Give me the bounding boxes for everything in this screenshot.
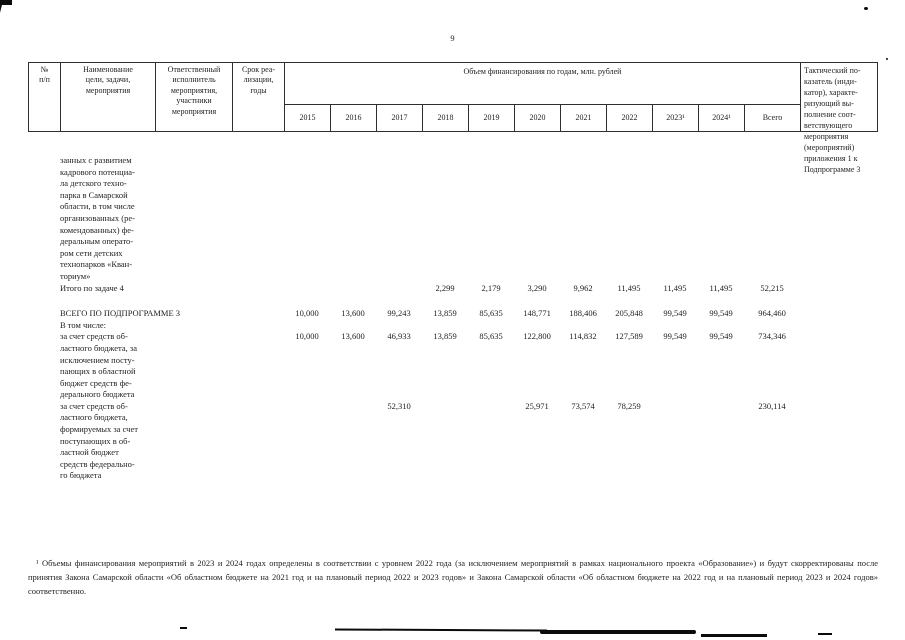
- header-cell-number: № п/п: [29, 63, 61, 131]
- value-cell: 99,243: [387, 308, 411, 319]
- header-cell-indicator: Тактический по- казатель (инди- катор), …: [804, 66, 861, 174]
- year-columns: 2015 2016 2017 2018 2019 2020 2021 2022 2023¹ 202…: [285, 105, 800, 131]
- value-cell: 205,848: [615, 308, 643, 319]
- year-column-header: 2019: [469, 105, 515, 131]
- value-cell: 114,832: [569, 331, 597, 342]
- scan-artifact: [701, 634, 767, 637]
- footnote: ¹ Объемы финансирования мероприятий в 20…: [28, 558, 878, 596]
- row-values: 10,000 13,600 99,243 13,859 85,635 148,771 188…: [284, 308, 800, 320]
- header-cell-term: Срок реа- лизации, годы: [233, 63, 285, 131]
- value-cell: 85,635: [479, 331, 503, 342]
- value-cell: 734,346: [758, 331, 786, 342]
- value-cell: 13,859: [433, 308, 457, 319]
- table-row: занных с развитием кадрового потенциа- л…: [28, 155, 878, 283]
- year-column-header: 2020: [515, 105, 561, 131]
- value-cell: 13,600: [341, 308, 365, 319]
- header-cell-financing: Объем финансирования по годам, млн. рубл…: [285, 63, 801, 131]
- table-row: В том числе:: [28, 320, 878, 332]
- value-cell: [422, 401, 468, 413]
- value-cell: 2,299: [435, 282, 455, 293]
- value-cell: 230,114: [758, 400, 786, 411]
- value-cell: [284, 401, 330, 413]
- value-cell: 99,549: [663, 331, 687, 342]
- row-label: за счет средств об- ластного бюджета, фо…: [60, 400, 138, 481]
- value-cell: 3,290: [527, 282, 547, 293]
- year-column-header: 2022: [607, 105, 653, 131]
- value-cell: 52,310: [387, 400, 411, 411]
- scan-artifact: [886, 58, 888, 60]
- value-cell: 148,771: [523, 308, 551, 319]
- row-label: Итого по задаче 4: [60, 282, 124, 293]
- value-cell: 10,000: [295, 331, 319, 342]
- row-values: 10,000 13,600 46,933 13,859 85,635 122,800 114…: [284, 331, 800, 343]
- table-header: № п/п Наименование цели, задачи, меропри…: [28, 62, 878, 174]
- finance-table: № п/п Наименование цели, задачи, меропри…: [28, 62, 878, 482]
- value-cell: 11,495: [663, 282, 687, 293]
- value-cell: 46,933: [387, 331, 411, 342]
- value-cell: 122,800: [523, 331, 551, 342]
- value-cell: 13,859: [433, 331, 457, 342]
- table-row: Итого по задаче 4 2,299 2,179 3,290 9,962 11…: [28, 283, 878, 295]
- value-cell: 99,549: [709, 308, 733, 319]
- year-column-header: 2018: [423, 105, 469, 131]
- row-label: занных с развитием кадрового потенциа- л…: [60, 155, 135, 281]
- year-column-header: 2016: [331, 105, 377, 131]
- value-cell: 25,971: [525, 400, 549, 411]
- value-cell: 11,495: [709, 282, 733, 293]
- value-cell: 10,000: [295, 308, 319, 319]
- value-cell: 99,549: [709, 331, 733, 342]
- year-column-header: 2015: [285, 105, 331, 131]
- page-number: 9: [450, 33, 455, 43]
- year-column-header: 2023¹: [653, 105, 699, 131]
- value-cell: [330, 401, 376, 413]
- year-column-header: 2017: [377, 105, 423, 131]
- header-cell-name: Наименование цели, задачи, мероприятия: [61, 63, 156, 131]
- value-cell: 52,215: [760, 282, 784, 293]
- row-label: за счет средств об- ластного бюджета, за…: [60, 331, 138, 400]
- table-body: занных с развитием кадрового потенциа- л…: [28, 155, 878, 482]
- value-cell: [376, 283, 422, 295]
- value-cell: 78,259: [617, 400, 641, 411]
- value-cell: 85,635: [479, 308, 503, 319]
- header-cell-responsible: Ответственный исполнитель мероприятия, у…: [156, 63, 233, 131]
- value-cell: [330, 283, 376, 295]
- value-cell: [652, 401, 698, 413]
- scan-artifact: [0, 0, 12, 5]
- row-label: ВСЕГО ПО ПОДПРОГРАММЕ 3: [60, 308, 181, 319]
- table-row: ВСЕГО ПО ПОДПРОГРАММЕ 3 10,000 13,600 99,2…: [28, 308, 878, 320]
- value-cell: 964,460: [758, 308, 786, 319]
- value-cell: [698, 401, 744, 413]
- scan-artifact: [334, 628, 548, 632]
- scan-artifact: [864, 7, 868, 10]
- scan-artifact: [180, 627, 187, 629]
- value-cell: 2,179: [481, 282, 501, 293]
- value-cell: [284, 283, 330, 295]
- value-cell: 127,589: [615, 331, 643, 342]
- financing-title: Объем финансирования по годам, млн. рубл…: [285, 63, 800, 105]
- value-cell: 13,600: [341, 331, 365, 342]
- year-column-header: 2021: [561, 105, 607, 131]
- scan-artifact: [540, 630, 696, 634]
- value-cell: 11,495: [617, 282, 641, 293]
- value-cell: 99,549: [663, 308, 687, 319]
- year-column-header: 2024¹: [699, 105, 745, 131]
- scan-artifact: [0, 0, 4, 37]
- row-values: 2,299 2,179 3,290 9,962 11,495 11,495 11,495 52…: [284, 283, 800, 295]
- scan-artifact: [818, 633, 832, 635]
- value-cell: 73,574: [571, 400, 595, 411]
- row-values: 52,310 25,971 73,574 78,259 230,114: [284, 401, 800, 413]
- table-row: за счет средств об- ластного бюджета, фо…: [28, 401, 878, 482]
- row-label: В том числе:: [60, 319, 106, 330]
- value-cell: [468, 401, 514, 413]
- value-cell: 9,962: [573, 282, 593, 293]
- year-column-header: Всего: [762, 112, 783, 122]
- table-row: за счет средств об- ластного бюджета, за…: [28, 331, 878, 401]
- value-cell: 188,406: [569, 308, 597, 319]
